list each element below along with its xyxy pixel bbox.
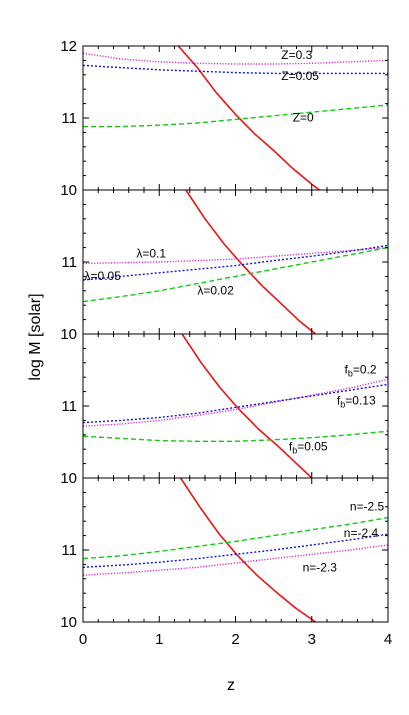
- annotation-rest: =0.13: [345, 394, 376, 408]
- series-annotation: n=-2.4: [344, 526, 379, 540]
- y-tick-label: 10: [60, 614, 77, 631]
- panel-series: [83, 478, 388, 622]
- series-line-middle: [83, 533, 388, 568]
- annotation-base: f: [345, 363, 349, 377]
- panel-series: [83, 46, 388, 190]
- x-tick-label: 0: [79, 631, 87, 648]
- series-line-critical: [177, 46, 320, 190]
- y-tick-label: 11: [61, 254, 77, 271]
- series-annotation: fb=0.2: [345, 363, 377, 379]
- series-annotation: fb=0.05: [289, 440, 328, 456]
- series-line-middle: [83, 64, 388, 75]
- panel-4: 10 11 n=-2.5 n=-2.4 n=-2.3 0 1 2 3 4: [60, 477, 392, 648]
- annotation-subscript: b: [348, 369, 353, 379]
- y-tick-label: 10: [60, 326, 77, 343]
- series-annotation: n=-2.5: [350, 499, 385, 513]
- panel-series: [83, 190, 388, 334]
- series-line-lower: [83, 516, 388, 560]
- y-tick-label: 10: [60, 182, 77, 199]
- series-line-lower: [83, 430, 388, 442]
- x-axis-label: z: [227, 677, 235, 694]
- annotation-rest: =0.05: [297, 440, 328, 454]
- y-tick-label: 11: [61, 542, 77, 559]
- series-line-upper: [83, 52, 388, 65]
- series-annotation: λ=0.05: [85, 269, 122, 283]
- annotation-subscript: b: [340, 400, 345, 410]
- y-axis-label: log M [solar]: [27, 293, 44, 380]
- series-annotation: λ=0.02: [197, 283, 234, 297]
- x-tick-label: 2: [231, 631, 239, 648]
- series-line-critical: [185, 190, 317, 334]
- series-line-lower: [83, 104, 388, 128]
- x-tick-label: 1: [155, 631, 163, 648]
- y-tick-label: 12: [60, 38, 77, 55]
- x-tick-label: 3: [308, 631, 316, 648]
- series-annotation: λ=0.1: [136, 247, 166, 261]
- series-annotation: fb=0.13: [337, 394, 376, 410]
- series-annotation: n=-2.3: [303, 561, 338, 575]
- x-tick-label: 4: [384, 631, 392, 648]
- series-line-middle: [83, 244, 388, 281]
- y-tick-label: 11: [61, 398, 77, 415]
- series-annotation: Z=0: [293, 111, 314, 125]
- series-line-upper: [83, 544, 388, 576]
- y-tick-label: 10: [60, 470, 77, 487]
- series-line-critical: [181, 334, 313, 478]
- series-line-lower: [83, 246, 388, 303]
- y-tick-label: 11: [61, 110, 77, 127]
- annotation-base: f: [289, 440, 293, 454]
- series-line-upper: [83, 378, 388, 427]
- series-line-critical: [179, 478, 317, 622]
- series-annotation: Z=0.3: [281, 48, 312, 62]
- panel-frame: [82, 477, 389, 623]
- annotation-subscript: b: [292, 446, 297, 456]
- panel-1: 10 11 12 Z=0.3 Z=0.05 Z=0: [60, 38, 389, 199]
- annotation-base: f: [337, 394, 341, 408]
- panel-series: [83, 334, 388, 478]
- series-line-upper: [83, 246, 388, 265]
- annotation-rest: =0.2: [353, 363, 377, 377]
- series-line-middle: [83, 383, 388, 424]
- series-annotation: Z=0.05: [281, 69, 319, 83]
- panel-2: 10 11 λ=0.1 λ=0.05 λ=0.02: [60, 189, 389, 343]
